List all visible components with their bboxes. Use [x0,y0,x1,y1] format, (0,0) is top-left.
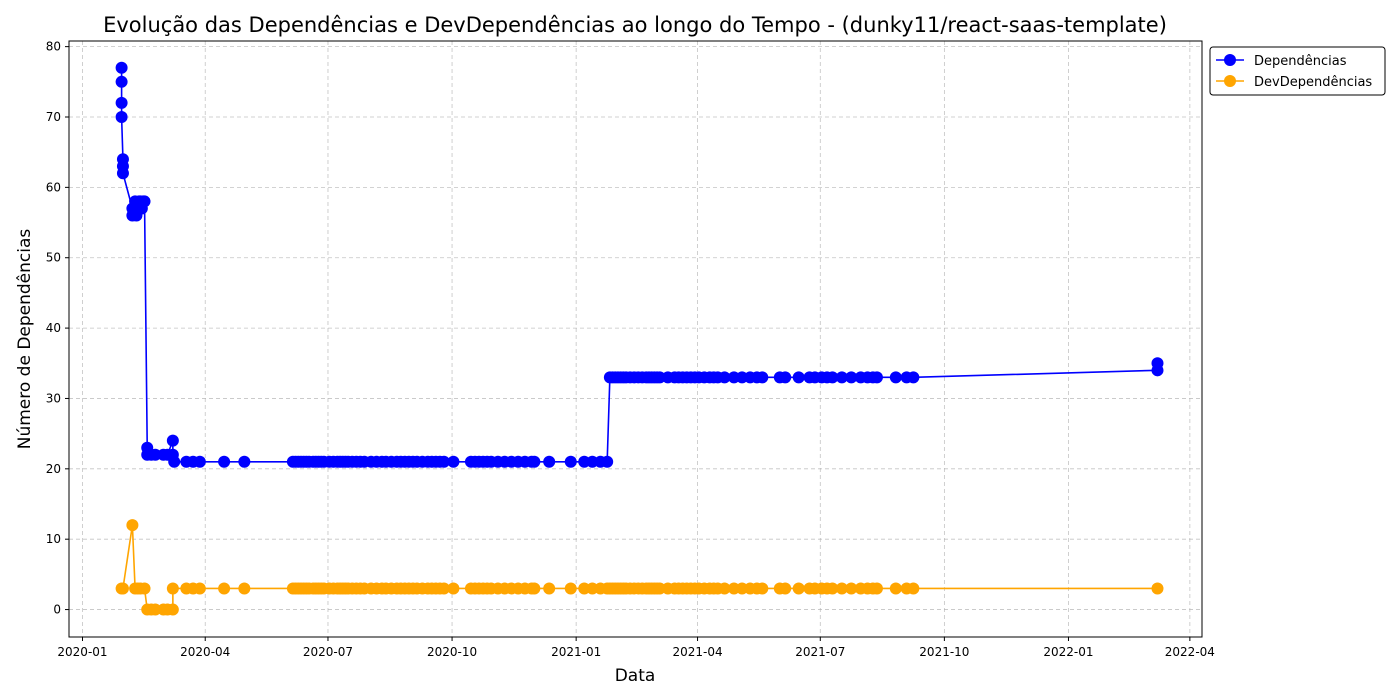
data-point [889,371,902,384]
data-point [564,582,577,595]
data-point [907,582,920,595]
x-tick-label: 2022-04 [1165,645,1215,659]
data-point [907,371,920,384]
data-point [543,455,556,468]
y-tick-label: 10 [46,532,61,546]
series-1 [115,61,1164,468]
data-point [756,371,769,384]
y-tick-label: 50 [46,251,61,265]
data-point [826,582,839,595]
data-point [528,455,541,468]
data-point [116,582,129,595]
axis-ticks: 2020-01 2020-04 2020-07 2020-10 2021-01 2021-… [46,40,1215,659]
grid [69,41,1202,637]
data-point [889,582,902,595]
data-point [238,582,251,595]
x-tick-label: 2020-07 [303,645,353,659]
legend-box [1209,46,1386,96]
data-point [218,582,231,595]
data-point [1151,357,1164,370]
data-point [115,110,128,123]
x-axis-label: Data [615,666,656,686]
data-point [138,195,151,208]
data-point [115,96,128,109]
data-point [756,582,769,595]
data-point [718,371,731,384]
x-tick-label: 2020-01 [57,645,107,659]
legend-label: Dependências [1254,54,1347,69]
data-point [601,455,614,468]
x-tick-label: 2021-10 [919,645,969,659]
y-tick-label: 20 [46,462,61,476]
legend-marker [1224,75,1236,87]
data-point [1151,582,1164,595]
data-point [115,61,128,74]
data-point [115,75,128,88]
data-point [845,582,858,595]
data-point [193,455,206,468]
y-tick-label: 40 [46,321,61,335]
data-point [845,371,858,384]
data-point [116,167,129,180]
data-point [166,434,179,447]
data-point [437,582,450,595]
plot-series [115,61,1164,616]
data-point [779,582,792,595]
data-point [138,582,151,595]
data-point [718,582,731,595]
data-point [218,455,231,468]
data-point [835,582,848,595]
x-tick-label: 2020-04 [180,645,230,659]
data-point [238,455,251,468]
data-point [528,582,541,595]
y-tick-label: 0 [53,603,61,617]
x-tick-label: 2021-07 [795,645,845,659]
y-tick-label: 60 [46,180,61,194]
data-point [437,455,450,468]
data-point [835,371,848,384]
series-line [120,67,1159,463]
y-tick-label: 80 [46,40,61,54]
series-line [121,525,1158,611]
legend: Dependências DevDependências [1209,46,1386,96]
data-point [826,371,839,384]
y-tick-label: 70 [46,110,61,124]
data-point [870,371,883,384]
data-point [447,582,460,595]
data-point [779,371,792,384]
x-tick-label: 2021-04 [672,645,722,659]
series-2 [115,519,1164,616]
data-point [792,371,805,384]
data-point [193,582,206,595]
y-tick-label: 30 [46,391,61,405]
data-point [126,519,139,532]
x-tick-label: 2022-01 [1043,645,1093,659]
data-point [870,582,883,595]
plot-area-frame [68,40,1203,638]
y-axis-label: Número de Dependências [15,229,35,450]
data-point [447,455,460,468]
legend-label: DevDependências [1254,75,1372,90]
data-point [792,582,805,595]
legend-marker [1224,54,1236,66]
data-point [543,582,556,595]
x-tick-label: 2020-10 [427,645,477,659]
chart-title: Evolução das Dependências e DevDependênc… [103,13,1167,37]
data-point [166,582,179,595]
data-point [166,603,179,616]
x-tick-label: 2021-01 [551,645,601,659]
data-point [564,455,577,468]
data-point [168,455,181,468]
